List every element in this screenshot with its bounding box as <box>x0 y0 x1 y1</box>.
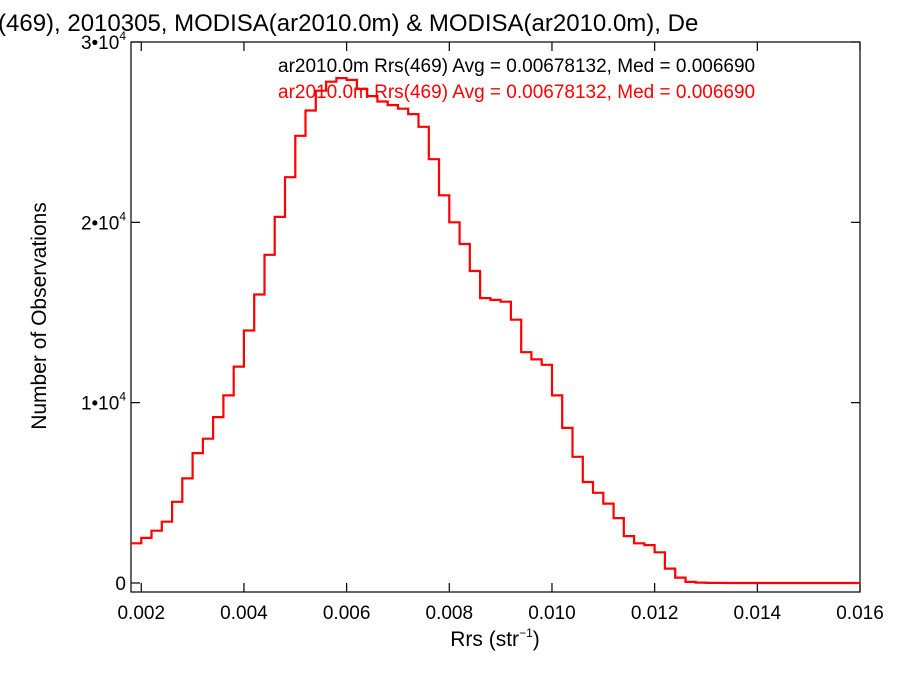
plot-frame <box>130 41 861 593</box>
x-tick-label: 0.010 <box>528 603 576 624</box>
x-tick-label: 0.012 <box>631 603 679 624</box>
series-group <box>131 77 860 585</box>
x-tick-label: 0.008 <box>426 603 474 624</box>
legend-entry-0: ar2010.0m Rrs(469) Avg = 0.00678132, Med… <box>278 56 755 77</box>
x-axis-ticks: 0.002 0.004 0.006 0.008 0.010 0.012 0.014 0.016 <box>117 42 884 624</box>
x-tick-label: 0.004 <box>220 603 268 624</box>
y-axis-ticks: 0 1•104 2•104 3•104 <box>81 29 860 595</box>
y-tick-label: 0 <box>115 574 126 595</box>
x-axis-label: Rrs (str−1) <box>450 626 540 651</box>
legend-entry-1: ar2010.0m Rrs(469) Avg = 0.00678132, Med… <box>278 82 755 103</box>
y-tick-label: 3•104 <box>81 29 126 54</box>
chart-title: (469), 2010305, MODISA(ar2010.0m) & MODI… <box>0 10 698 37</box>
x-tick-label: 0.016 <box>836 603 884 624</box>
histogram-series-0 <box>131 77 860 585</box>
y-tick-label: 1•104 <box>81 390 126 415</box>
y-axis-label: Number of Observations <box>28 202 51 430</box>
x-tick-label: 0.002 <box>117 603 165 624</box>
y-tick-label: 2•104 <box>81 209 126 234</box>
x-tick-label: 0.014 <box>734 603 782 624</box>
x-tick-label: 0.006 <box>323 603 371 624</box>
legend: ar2010.0m Rrs(469) Avg = 0.00678132, Med… <box>278 56 755 103</box>
